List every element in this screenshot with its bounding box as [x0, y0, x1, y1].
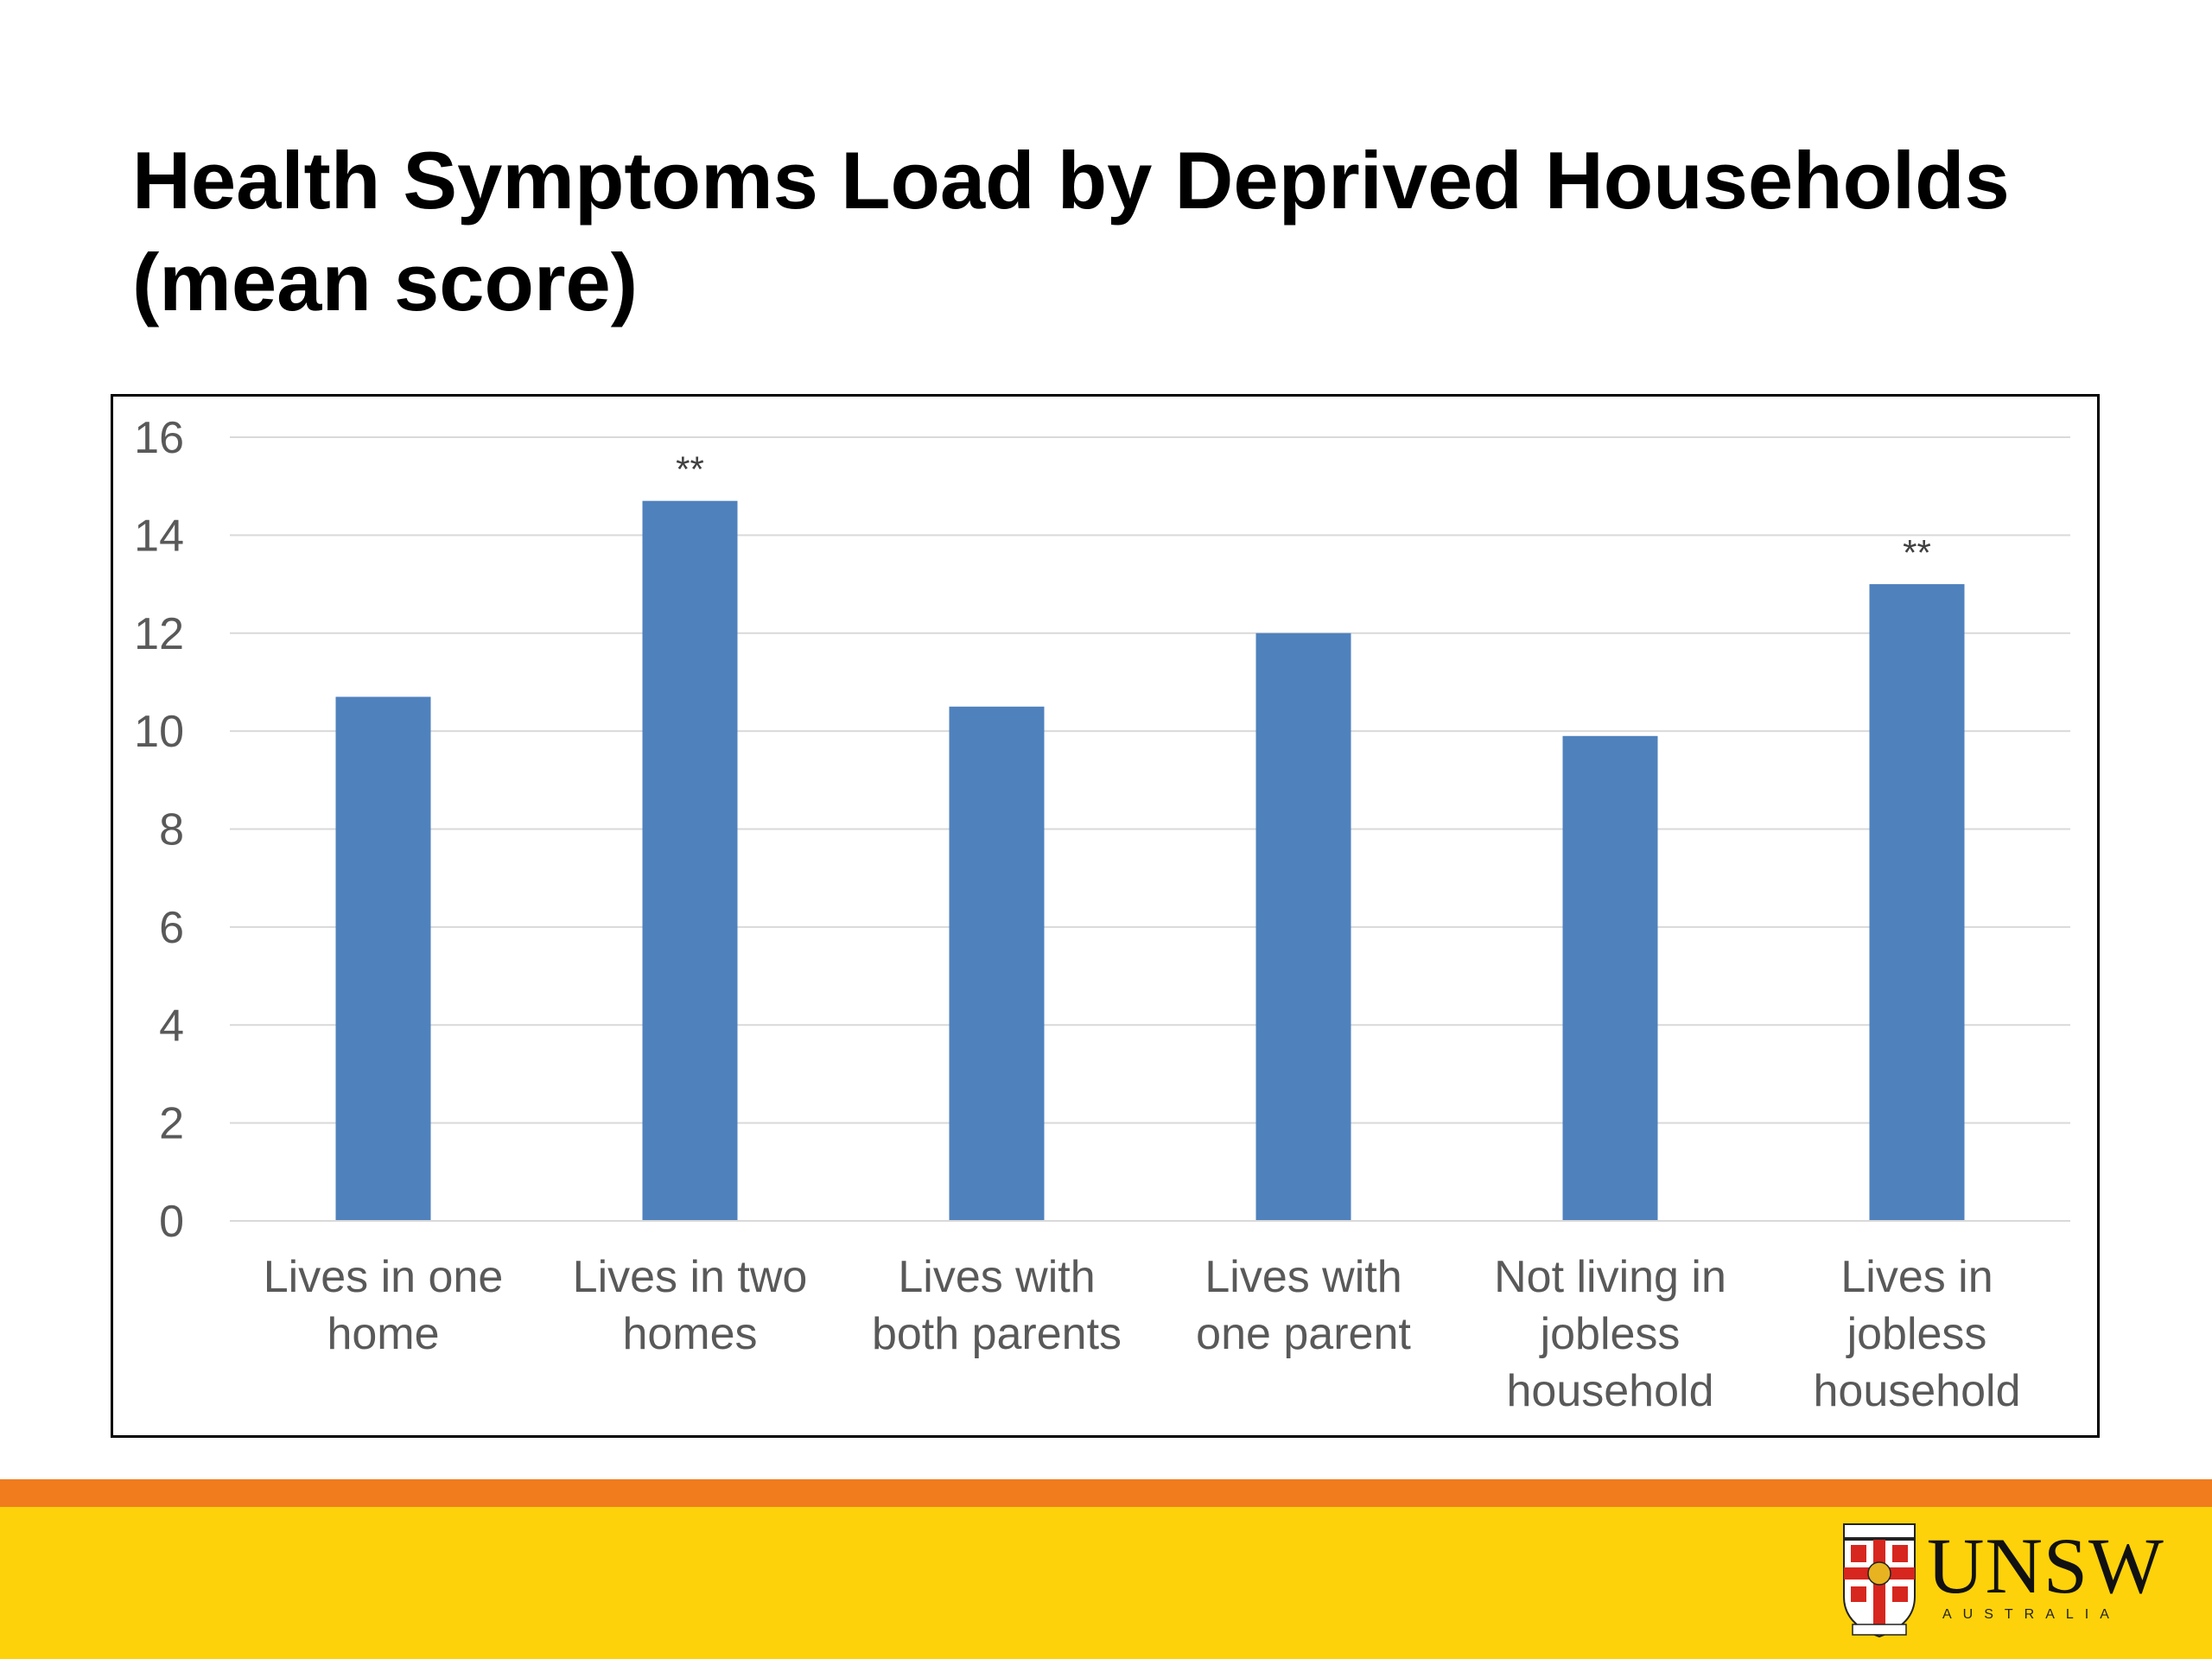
- y-tick-label: 4: [159, 1001, 184, 1051]
- x-tick-label: Lives with one parent: [1196, 1252, 1411, 1359]
- significance-annotation: **: [676, 449, 704, 490]
- unsw-wordmark: UNSW: [1927, 1522, 2164, 1610]
- x-tick-label-line: homes: [622, 1309, 757, 1359]
- x-tick-label: Lives with both parents: [872, 1252, 1122, 1359]
- x-tick-label-line: Lives in: [1840, 1252, 1993, 1302]
- y-tick-label: 16: [134, 413, 184, 463]
- y-tick-label: 0: [159, 1197, 184, 1247]
- bar: [1255, 632, 1351, 1221]
- y-tick-label: 6: [159, 903, 184, 953]
- x-tick-label-line: both parents: [872, 1309, 1122, 1359]
- bar: [1869, 584, 1965, 1221]
- x-tick-label-line: jobless: [1846, 1309, 1987, 1359]
- title-line-2: (mean score): [132, 237, 639, 327]
- title-line-1: Health Symptoms Load by Deprived Househo…: [132, 135, 2010, 226]
- x-tick-label: Lives in jobless household: [1814, 1252, 2021, 1416]
- x-tick-label-line: Not living in: [1494, 1252, 1726, 1302]
- significance-annotation: **: [1903, 532, 1931, 573]
- y-tick-label: 12: [134, 609, 184, 659]
- y-tick-label: 8: [159, 805, 184, 855]
- x-tick-label-line: home: [327, 1309, 439, 1359]
- x-tick-label: Lives in one home: [264, 1252, 504, 1359]
- footer-orange-stripe: [0, 1479, 2212, 1507]
- y-tick-label: 10: [134, 707, 184, 757]
- x-tick-label: Not living in jobless household: [1494, 1252, 1726, 1416]
- x-tick-label-line: jobless: [1539, 1309, 1681, 1359]
- x-tick-label-line: household: [1814, 1366, 2021, 1416]
- unsw-logo: UNSW AUSTRALIA: [1832, 1522, 2177, 1643]
- bar-chart: 0 2 4 6 8 10 12 14 16 Lives in one home ** Lives in …: [134, 413, 2070, 1416]
- unsw-subtitle: AUSTRALIA: [1942, 1607, 2120, 1622]
- x-tick-label-line: Lives with: [1205, 1252, 1402, 1302]
- x-tick-label-line: household: [1507, 1366, 1714, 1416]
- slide-title: Health Symptoms Load by Deprived Househo…: [132, 130, 2189, 334]
- x-tick-label-line: Lives in one: [264, 1252, 504, 1302]
- unsw-crest-icon: [1843, 1523, 1916, 1638]
- bar: [1562, 735, 1658, 1221]
- x-tick-label-line: Lives with: [898, 1252, 1095, 1302]
- bar: [335, 696, 431, 1221]
- bar: [949, 706, 1045, 1221]
- x-tick-label-line: Lives in two: [573, 1252, 808, 1302]
- bar: [642, 500, 738, 1221]
- y-tick-label: 14: [134, 511, 184, 561]
- y-tick-label: 2: [159, 1099, 184, 1149]
- chart-frame: 0 2 4 6 8 10 12 14 16 Lives in one home ** Lives in …: [111, 394, 2100, 1438]
- x-tick-label-line: one parent: [1196, 1309, 1411, 1359]
- x-tick-label: Lives in two homes: [573, 1252, 808, 1359]
